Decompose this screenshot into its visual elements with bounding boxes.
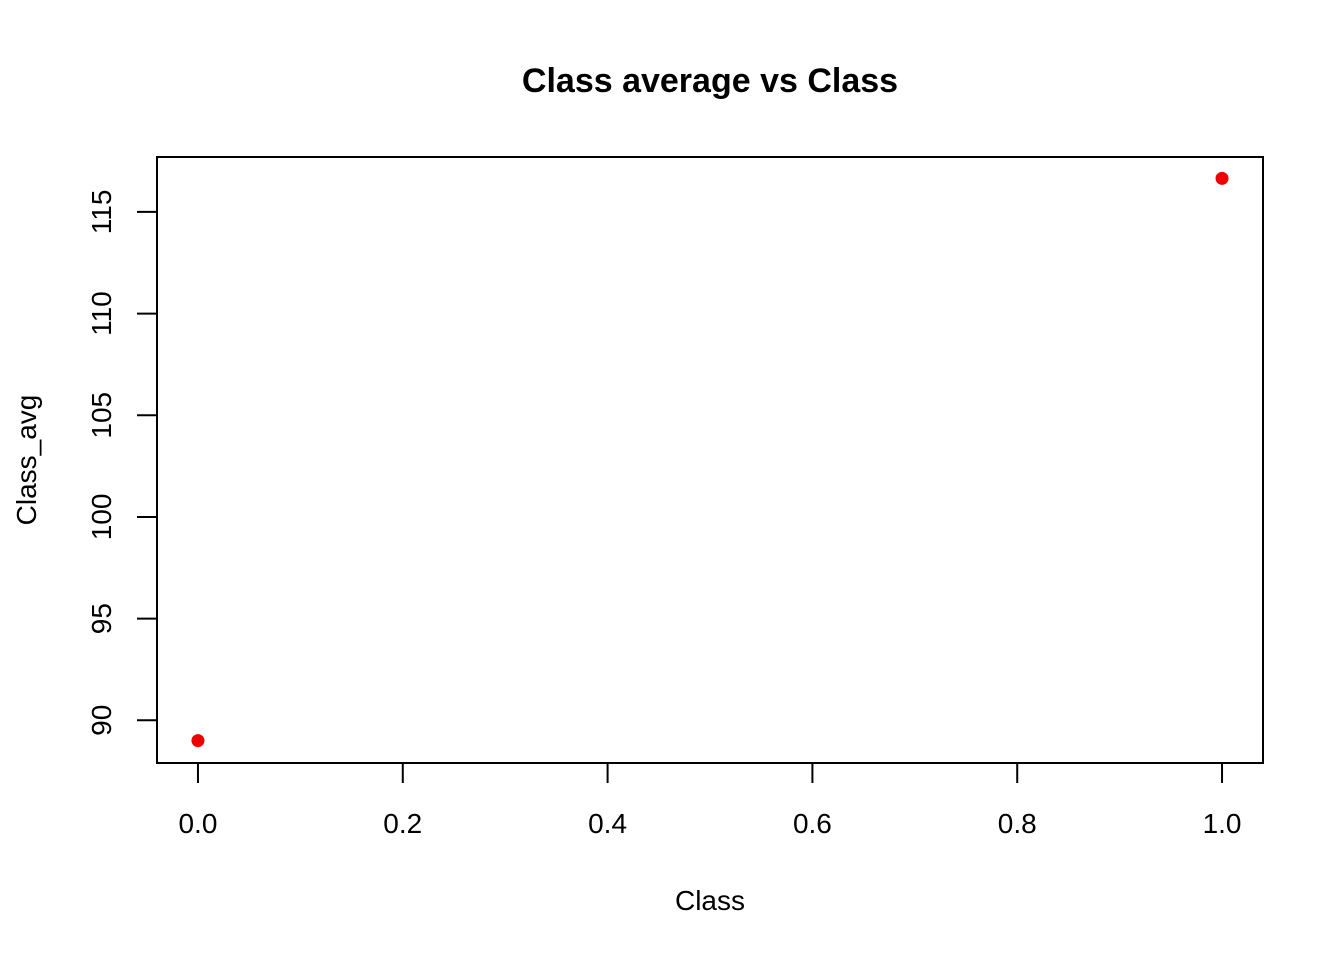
plot-frame [156,156,1264,764]
y-axis-label: Class_avg [11,395,42,526]
y-tick-label: 110 [86,291,117,336]
y-tick-label: 90 [86,705,117,736]
data-points [191,171,1229,748]
chart-title: Class average vs Class [522,62,898,100]
y-tick-label: 95 [86,603,117,634]
x-axis: 0.0 0.2 0.4 0.6 0.8 1.0 [178,762,1242,839]
data-point [1215,171,1229,185]
x-tick-label: 0.2 [383,808,422,839]
y-axis: 90 95 100 105 110 115 [86,190,158,736]
x-tick-label: 0.0 [178,808,217,839]
y-tick-label: 105 [86,392,117,439]
x-tick-label: 0.8 [998,808,1037,839]
x-axis-label: Class [675,885,745,916]
x-tick-label: 1.0 [1203,808,1242,839]
x-tick-label: 0.4 [588,808,627,839]
data-point [191,734,205,748]
y-tick-label: 115 [86,190,117,235]
y-tick-label: 100 [86,494,117,541]
x-tick-label: 0.6 [793,808,832,839]
